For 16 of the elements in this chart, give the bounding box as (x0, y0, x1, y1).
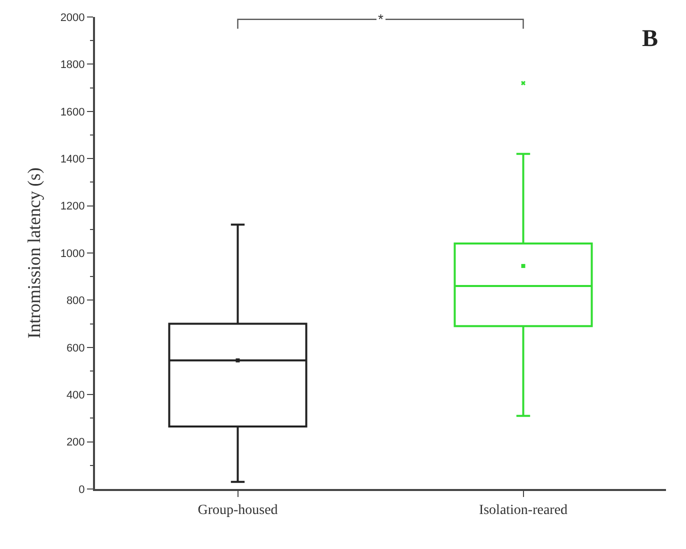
y-tick-label: 1600 (60, 106, 85, 118)
y-tick-label: 2000 (60, 12, 85, 24)
x-tick-label: Group-housed (198, 502, 278, 518)
y-tick-label: 200 (66, 436, 85, 449)
y-tick-label: 600 (66, 342, 85, 354)
y-tick-label: 1800 (60, 59, 85, 72)
x-tick-label: Isolation-reared (478, 502, 568, 518)
y-tick-label: 0 (78, 484, 85, 496)
y-tick-label: 400 (66, 389, 85, 402)
annotation: B (642, 26, 658, 52)
y-axis-title: Intromission latency (s) (24, 168, 44, 338)
y-tick-label: 1200 (60, 200, 85, 213)
y-tick-label: 1000 (60, 248, 85, 260)
y-tick-label: 1400 (60, 153, 85, 166)
annotation: * (378, 11, 384, 27)
y-tick-label: 800 (66, 295, 85, 308)
